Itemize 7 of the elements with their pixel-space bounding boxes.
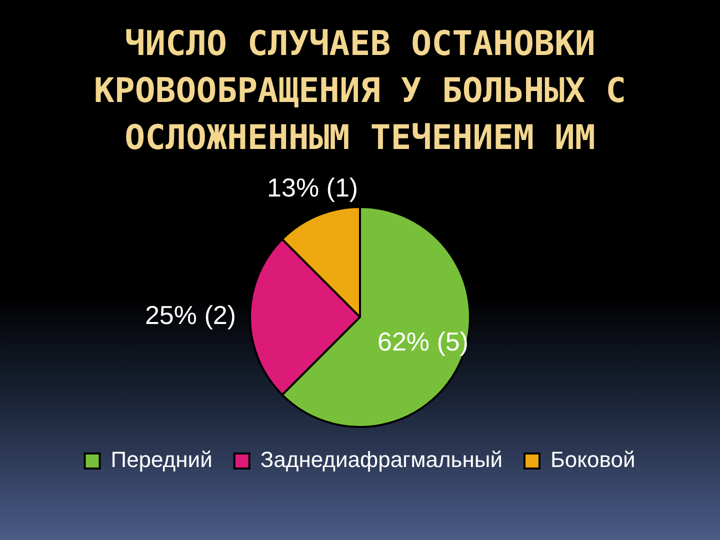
legend-label: Заднедиафрагмальный (260, 447, 503, 472)
legend-label: Передний (110, 447, 212, 472)
data-label: 25% (2) (144, 300, 236, 330)
chart-title: ЧИСЛО СЛУЧАЕВ ОСТАНОВКИ КРОВООБРАЩЕНИЯ У БОЛЬНЫХ С ОСЛОЖНЕННЫМ ТЕЧЕНИЕМ ИМ (92, 23, 628, 160)
data-label: 13% (1) (267, 172, 358, 203)
legend-label: Боковой (550, 447, 636, 472)
data-label: 62% (5) (377, 326, 469, 356)
